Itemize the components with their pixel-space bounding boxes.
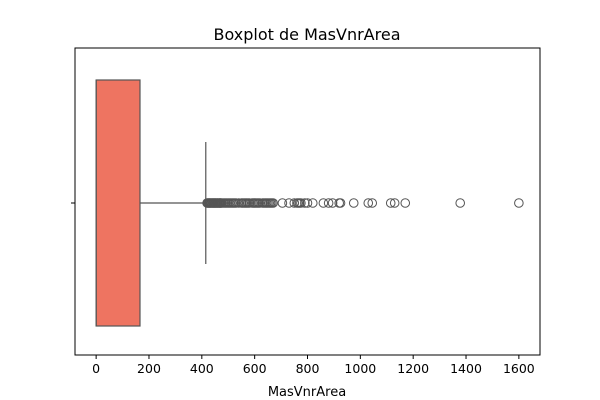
x-tick-label-600: 600	[243, 361, 267, 376]
outlier-point-72	[335, 198, 346, 208]
outlier-point-58	[277, 198, 288, 208]
x-tick-label-1000: 1000	[344, 361, 376, 376]
outlier-point-70	[327, 198, 338, 208]
plot-frame	[74, 47, 541, 356]
outlier-point-74	[363, 198, 374, 208]
outlier-point-75	[367, 198, 378, 208]
outlier-point-80	[514, 198, 524, 208]
chart-title: Boxplot de MasVnrArea	[213, 25, 400, 44]
plot-area: 0 200 400 600 800 1000 1200 1400 1600	[71, 47, 541, 376]
outlier-point-79	[455, 198, 466, 208]
outlier-point-48	[255, 198, 265, 208]
outlier-point-67	[307, 198, 318, 208]
outlier-point-78	[400, 198, 411, 208]
outlier-point-59	[284, 198, 294, 208]
x-tick-label-1400: 1400	[450, 361, 482, 376]
x-tick-label-400: 400	[190, 361, 214, 376]
outlier-point-34	[234, 198, 244, 208]
outlier-point-69	[323, 198, 334, 208]
outlier-point-57	[268, 198, 278, 208]
outlier-point-76	[385, 198, 396, 208]
outlier-point-60	[289, 198, 300, 208]
x-tick-label-1600: 1600	[503, 361, 535, 376]
x-tick-label-1200: 1200	[397, 361, 429, 376]
x-tick-label-200: 200	[137, 361, 161, 376]
iqr-box	[95, 79, 141, 327]
x-axis-label: MasVnrArea	[268, 385, 346, 400]
outlier-point-33	[231, 198, 241, 208]
outlier-point-77	[389, 198, 400, 208]
x-tick-label-0: 0	[92, 361, 100, 376]
outlier-point-73	[348, 198, 359, 208]
x-tick-label-800: 800	[296, 361, 320, 376]
outlier-point-41	[244, 198, 255, 208]
outlier-point-68	[318, 198, 329, 208]
outlier-point-66	[302, 198, 313, 208]
outlier-point-64	[296, 198, 306, 208]
outlier-point-65	[300, 198, 310, 208]
